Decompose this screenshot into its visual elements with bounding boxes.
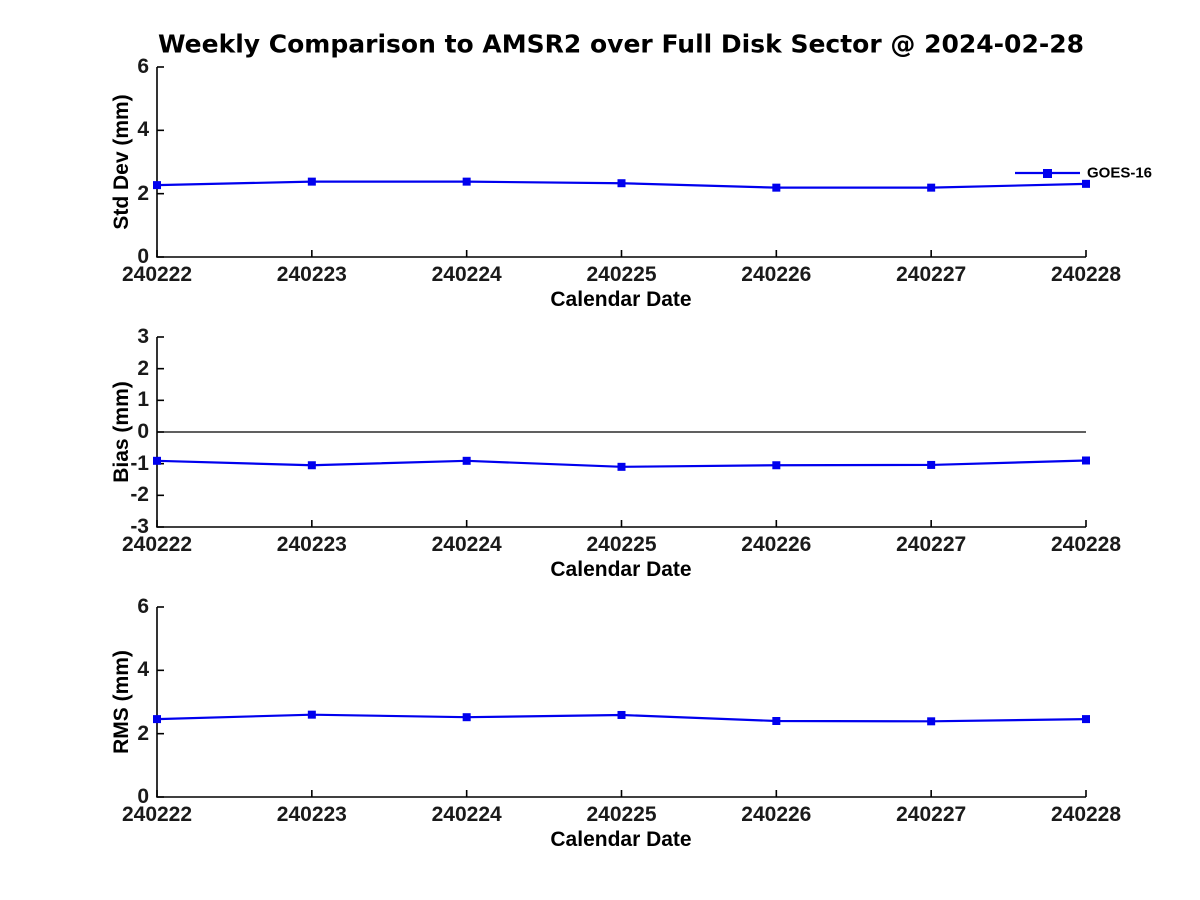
figure-title: Weekly Comparison to AMSR2 over Full Dis… — [157, 29, 1085, 59]
data-point-marker — [772, 183, 781, 192]
x-tick-label: 240228 — [1050, 263, 1122, 286]
x-tick-label: 240223 — [276, 263, 347, 286]
x-tick-label: 240227 — [896, 803, 967, 826]
x-tick-label: 240226 — [741, 803, 812, 826]
data-point-marker — [617, 710, 626, 719]
x-tick-label: 240226 — [741, 263, 812, 286]
x-axis-label: Calendar Date — [550, 828, 692, 851]
data-point-marker — [772, 717, 781, 725]
data-point-marker — [462, 456, 471, 465]
x-tick-label: 240222 — [121, 263, 193, 286]
x-tick-label: 240226 — [741, 533, 812, 556]
x-tick-label: 240224 — [431, 533, 502, 556]
legend-square-marker-icon — [1043, 169, 1052, 178]
data-point-marker — [153, 715, 161, 724]
data-point-marker — [307, 710, 316, 719]
data-point-marker — [772, 461, 781, 470]
data-point-marker — [307, 461, 316, 470]
annotation-goes16-std: GOES-16 StD = 2.291 — [0, 9, 600, 26]
y-tick-label: 2 — [137, 356, 149, 380]
data-point-marker — [927, 460, 936, 469]
y-tick-label: 6 — [137, 55, 149, 78]
data-point-marker — [617, 462, 626, 471]
data-point-marker — [153, 181, 161, 190]
data-point-marker — [307, 177, 316, 186]
x-tick-label: 240224 — [431, 803, 502, 826]
data-point-marker — [462, 177, 471, 186]
y-tick-label: 4 — [137, 118, 149, 142]
x-tick-label: 240222 — [121, 533, 193, 556]
data-point-marker — [1082, 456, 1090, 465]
y-tick-label: -2 — [130, 483, 149, 507]
y-tick-label: 6 — [137, 595, 149, 618]
x-axis-label: Calendar Date — [550, 558, 692, 581]
data-point-marker — [153, 456, 161, 465]
data-point-marker — [1082, 715, 1090, 724]
legend-line-sample — [1015, 169, 1080, 178]
y-tick-label: 2 — [137, 181, 149, 205]
x-tick-label: 240224 — [431, 263, 502, 286]
data-point-marker — [1082, 179, 1090, 188]
annotation-mean-amsr2: Mean AMSR2 = 30.0595 — [0, 0, 600, 9]
y-tick-label: 2 — [137, 721, 149, 745]
x-axis-label: Calendar Date — [550, 288, 692, 311]
legend-label: GOES-16 — [1087, 164, 1153, 182]
y-tick-label: 1 — [137, 388, 149, 412]
x-tick-label: 240228 — [1050, 533, 1122, 556]
y-tick-label: 0 — [137, 245, 149, 268]
y-tick-label: 4 — [137, 658, 149, 682]
x-tick-label: 240223 — [276, 803, 347, 826]
x-tick-label: 240223 — [276, 533, 347, 556]
annotation-sample-size: Sample Size = 113924 — [0, 26, 600, 43]
data-point-marker — [927, 183, 936, 192]
y-tick-label: 0 — [137, 785, 149, 808]
x-tick-label: 240227 — [896, 263, 967, 286]
x-tick-label: 240222 — [121, 803, 193, 826]
x-tick-label: 240225 — [586, 533, 657, 556]
y-tick-label: 3 — [137, 325, 149, 348]
data-point-marker — [927, 717, 936, 726]
x-tick-label: 240225 — [586, 803, 657, 826]
y-axis-label-stddev: Std Dev (mm) — [110, 94, 133, 230]
y-tick-label: -1 — [130, 451, 149, 475]
y-tick-label: 0 — [137, 420, 149, 443]
y-tick-label: -3 — [130, 515, 149, 538]
x-tick-label: 240227 — [896, 533, 967, 556]
x-tick-label: 240225 — [586, 263, 657, 286]
data-point-marker — [617, 179, 626, 188]
data-point-marker — [462, 713, 471, 722]
x-tick-label: 240228 — [1050, 803, 1122, 826]
